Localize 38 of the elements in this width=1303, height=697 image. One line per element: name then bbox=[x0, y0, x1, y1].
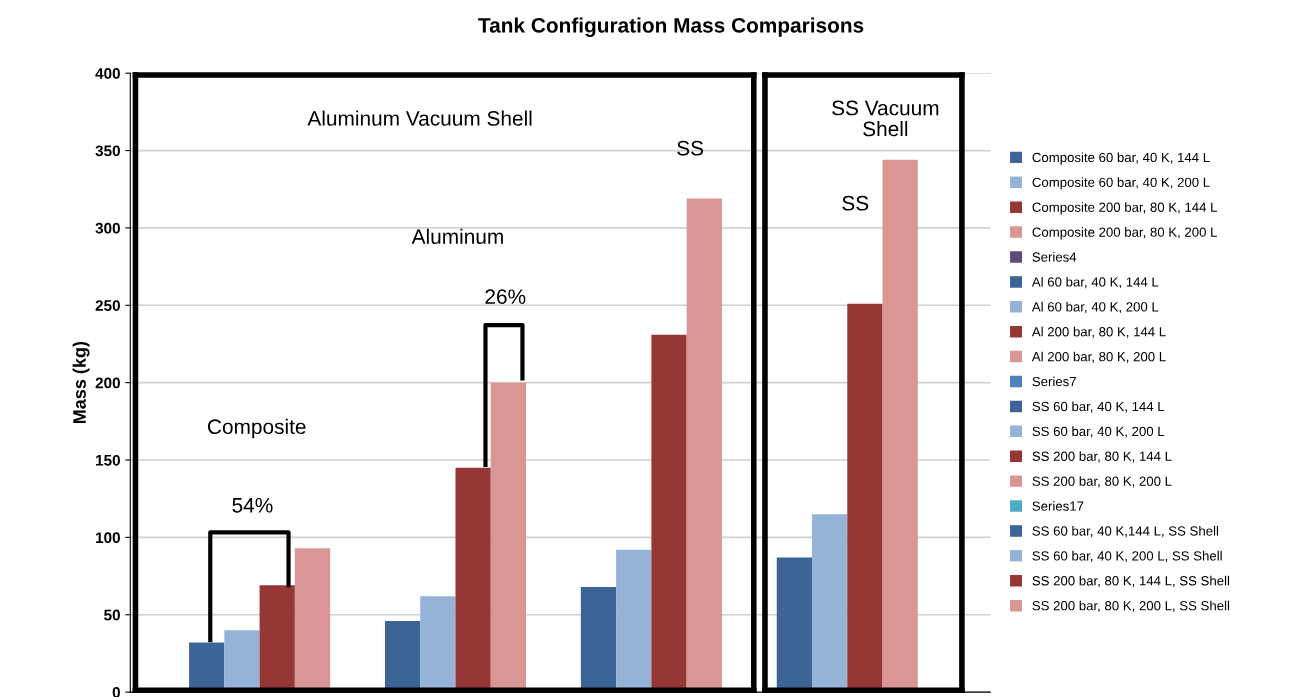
y-tick-label: 150 bbox=[96, 454, 120, 466]
y-tick-label: 0 bbox=[112, 686, 120, 697]
annotation: Aluminum bbox=[411, 228, 503, 245]
legend-label: SS 200 bar, 80 K, 200 L bbox=[1032, 476, 1172, 488]
legend-label: Composite 200 bar, 80 K, 200 L bbox=[1032, 227, 1218, 240]
legend-label: SS 60 bar, 40 K, 200 L bbox=[1032, 426, 1165, 438]
annotation: SS Vacuum Shell bbox=[832, 100, 939, 137]
annotation: SS bbox=[842, 195, 869, 211]
legend-label: Series17 bbox=[1032, 501, 1084, 511]
y-tick-label: 50 bbox=[104, 609, 120, 621]
annotation: 54% bbox=[232, 497, 273, 513]
legend-label: SS 200 bar, 80 K, 200 L, SS Shell bbox=[1032, 600, 1230, 612]
annotation: Aluminum Vacuum Shell bbox=[307, 110, 532, 126]
legend-label: SS 60 bar, 40 K, 200 L, SS Shell bbox=[1032, 550, 1222, 563]
legend-label: Series4 bbox=[1032, 252, 1077, 262]
y-axis-title: Mass (kg) bbox=[72, 341, 90, 424]
legend-label: Al 200 bar, 80 K, 200 L bbox=[1031, 351, 1166, 363]
legend-label: Composite 60 bar, 40 K, 200 L bbox=[1032, 177, 1210, 190]
y-tick-label: 250 bbox=[95, 300, 120, 311]
y-tick-label: 200 bbox=[95, 377, 120, 389]
legend-label: Al 200 bar, 80 K, 144 L bbox=[1031, 326, 1166, 338]
legend-label: SS 60 bar, 40 K, 144 L bbox=[1032, 401, 1165, 413]
legend-label: Composite 200 bar, 80 K, 144 L bbox=[1032, 202, 1218, 215]
annotation: Composite bbox=[207, 418, 306, 439]
annotation: SS bbox=[677, 140, 704, 156]
y-tick-label: 300 bbox=[95, 222, 120, 234]
legend-label: Al 60 bar, 40 K, 200 L bbox=[1031, 301, 1159, 314]
legend-label: SS 200 bar, 80 K, 144 L, SS Shell bbox=[1032, 575, 1230, 588]
legend-label: SS 200 bar, 80 K, 144 L bbox=[1032, 451, 1172, 463]
legend-label: Series7 bbox=[1032, 376, 1076, 387]
legend-label: Composite 60 bar, 40 K, 144 L bbox=[1032, 152, 1210, 165]
y-tick-label: 100 bbox=[96, 532, 120, 544]
y-tick-label: 350 bbox=[95, 145, 120, 157]
y-tick-label: 400 bbox=[95, 68, 120, 79]
annotation: 26% bbox=[485, 289, 526, 305]
legend-label: Al 60 bar, 40 K, 144 L bbox=[1031, 276, 1159, 289]
legend-label: SS 60 bar, 40 K,144 L, SS Shell bbox=[1032, 525, 1219, 538]
chart-title: Tank Configuration Mass Comparisons bbox=[478, 17, 864, 37]
